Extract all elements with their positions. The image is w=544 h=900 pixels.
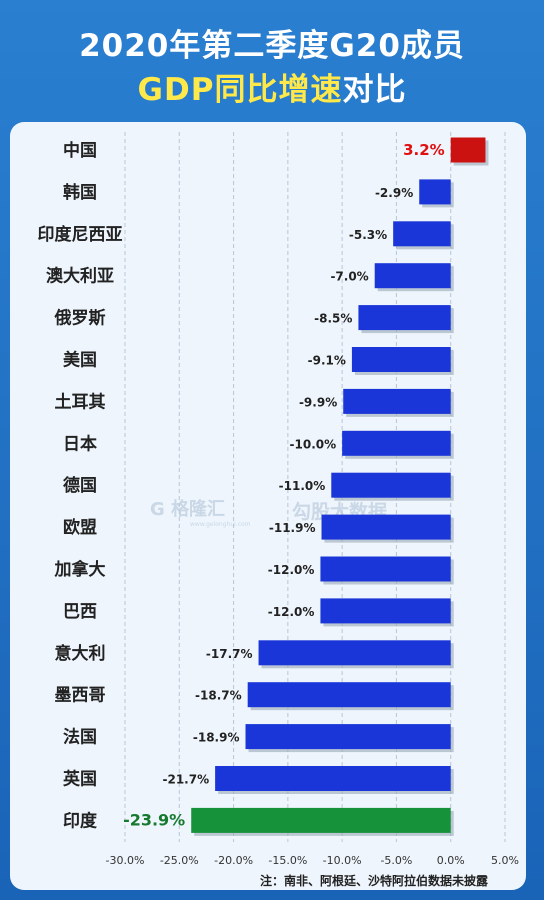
value-label: -10.0% (290, 437, 337, 451)
category-label: 英国 (63, 769, 97, 790)
x-tick-label: -30.0% (106, 854, 145, 867)
title-suffix: 对比 (342, 72, 407, 108)
category-label: 韩国 (63, 182, 97, 203)
category-label: 欧盟 (63, 517, 97, 538)
category-label: 德国 (63, 475, 97, 496)
value-label: 3.2% (403, 141, 445, 159)
x-tick-label: -20.0% (214, 854, 253, 867)
category-label: 中国 (63, 140, 97, 161)
value-label: -7.0% (330, 270, 368, 284)
value-label: -5.3% (349, 228, 387, 242)
value-label: -12.0% (268, 605, 315, 619)
watermark-logo: G 格隆汇 (150, 495, 225, 521)
bar (419, 179, 451, 205)
x-tick-label: 0.0% (437, 854, 465, 867)
bar (320, 556, 451, 582)
watermark-brand: 格隆汇 (171, 499, 226, 520)
chart-panel (10, 122, 526, 890)
value-label: -18.9% (193, 731, 240, 745)
bar (374, 263, 451, 289)
x-tick-label: -10.0% (323, 854, 362, 867)
title-line-2: GDP同比增速对比 (0, 64, 544, 109)
bar (393, 221, 451, 247)
bar (215, 766, 451, 791)
bar (247, 682, 451, 708)
category-label: 法国 (63, 727, 97, 748)
bar (245, 724, 451, 750)
value-label: -18.7% (195, 689, 242, 703)
value-label: -21.7% (162, 773, 209, 787)
x-tick-label: -5.0% (380, 854, 412, 867)
value-label: -11.9% (269, 521, 316, 535)
value-label: -11.0% (279, 479, 326, 493)
value-label: -8.5% (314, 312, 352, 326)
x-tick-label: -25.0% (160, 854, 199, 867)
x-tick-label: -15.0% (268, 854, 307, 867)
gelonghui-logo-icon: G (150, 499, 165, 520)
title-highlight: GDP同比增速 (137, 72, 343, 108)
category-label: 澳大利亚 (46, 266, 114, 287)
category-label: 意大利 (55, 643, 106, 664)
value-label: -17.7% (206, 647, 253, 661)
category-label: 印度 (63, 810, 98, 831)
value-label: -12.0% (268, 563, 315, 577)
value-label: -9.1% (308, 354, 346, 368)
category-label: 巴西 (63, 602, 97, 622)
category-label: 土耳其 (55, 391, 106, 412)
bar (450, 137, 486, 163)
category-label: 美国 (63, 350, 97, 371)
footnote: 注：南非、阿根廷、沙特阿拉伯数据未披露 (260, 874, 489, 888)
category-label: 俄罗斯 (54, 308, 106, 329)
x-tick-label: 5.0% (491, 854, 519, 867)
category-label: 墨西哥 (55, 686, 106, 706)
bar (258, 640, 451, 666)
category-label: 印度尼西亚 (38, 224, 123, 245)
bar (321, 514, 451, 540)
value-label: -2.9% (375, 186, 413, 200)
bar (320, 598, 451, 624)
watermark-url: www.gelonghui.com (190, 521, 251, 528)
bar (331, 472, 451, 498)
value-label: -9.9% (299, 395, 337, 409)
bar (191, 807, 451, 833)
bar (343, 388, 451, 414)
category-label: 日本 (63, 433, 97, 454)
category-label: 加拿大 (54, 559, 106, 580)
bar (351, 347, 451, 372)
bar (342, 430, 451, 456)
bar (358, 305, 451, 331)
value-label: -23.9% (123, 810, 185, 829)
title-line-1: 2020年第二季度G20成员 (79, 28, 465, 64)
